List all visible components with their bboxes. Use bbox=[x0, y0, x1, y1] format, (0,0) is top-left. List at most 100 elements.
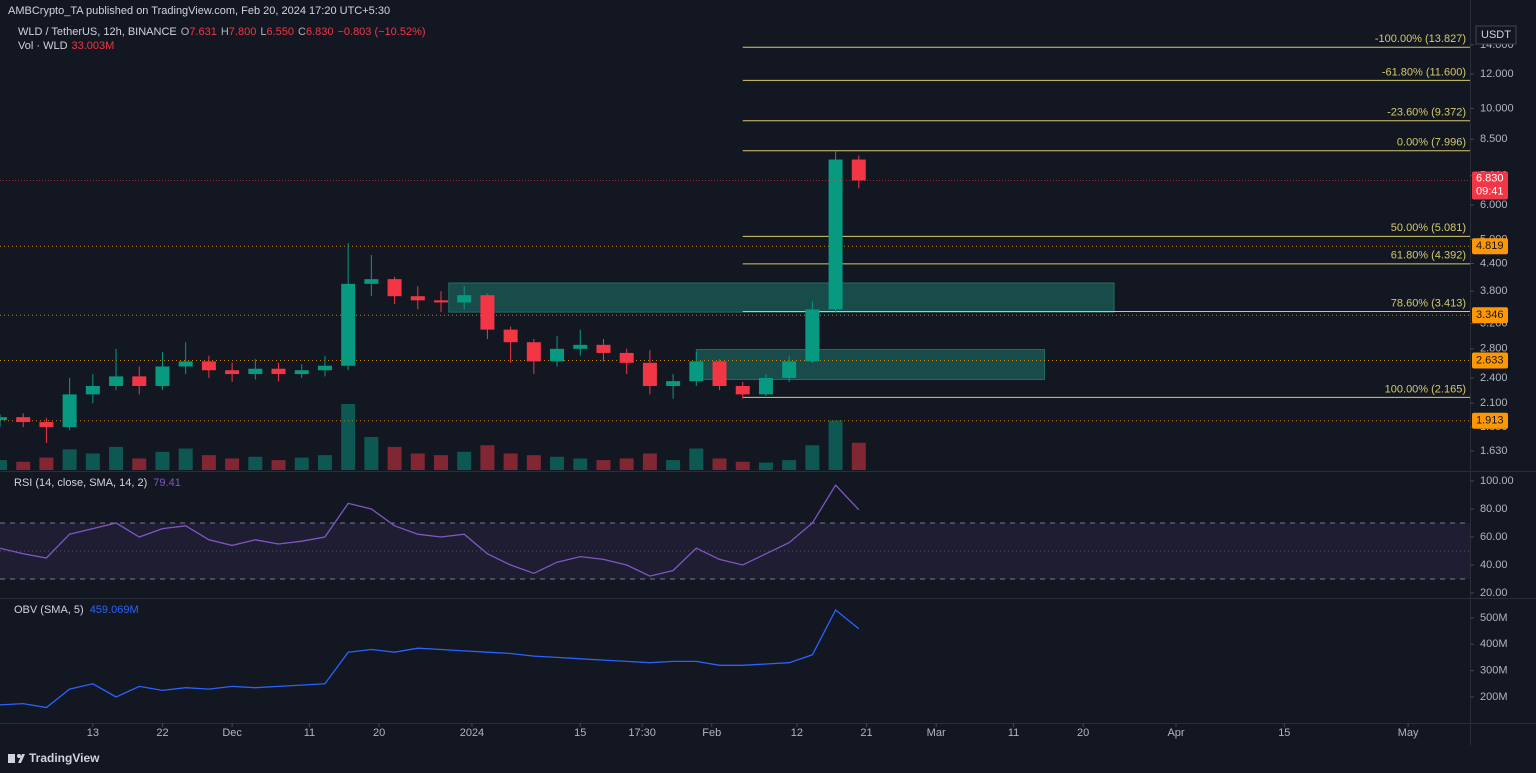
x-tick-label: 20 bbox=[1077, 727, 1089, 739]
candle-body bbox=[805, 309, 820, 362]
x-tick-label: May bbox=[1398, 727, 1419, 739]
y-tick-label: 80.00 bbox=[1480, 503, 1508, 515]
volume-bar bbox=[16, 461, 31, 470]
candle-body bbox=[689, 361, 704, 382]
candle-body bbox=[503, 329, 518, 343]
indicator-value: 459.069M bbox=[90, 604, 139, 616]
y-tick-label: 6.000 bbox=[1480, 199, 1508, 211]
x-tick-label: Mar bbox=[927, 727, 946, 739]
volume-bar bbox=[851, 442, 866, 470]
y-tick-label: 100.00 bbox=[1480, 475, 1514, 487]
y-tick-label: 4.400 bbox=[1480, 257, 1508, 269]
volume-bar bbox=[201, 455, 216, 470]
y-tick-label: 2.800 bbox=[1480, 343, 1508, 355]
volume-bar bbox=[666, 460, 681, 470]
currency-box bbox=[1475, 25, 1517, 45]
y-tick-label: 500M bbox=[1480, 612, 1508, 624]
footer bbox=[0, 745, 1536, 773]
x-tick-label: 17:30 bbox=[628, 727, 656, 739]
currency: USDT bbox=[1481, 29, 1511, 41]
candle-body bbox=[596, 344, 611, 353]
volume-bar bbox=[248, 456, 263, 470]
indicator-legend: OBV (SMA, 5) 459.069M bbox=[14, 604, 139, 616]
volume-bar bbox=[317, 455, 332, 470]
fib-label: 100.00% (2.165) bbox=[1385, 383, 1466, 395]
candle-body bbox=[16, 417, 31, 423]
x-tick-label: 21 bbox=[860, 727, 872, 739]
volume-bar bbox=[596, 460, 611, 470]
x-tick-label: 12 bbox=[791, 727, 803, 739]
volume-bar bbox=[85, 453, 100, 470]
volume-bar bbox=[480, 445, 495, 470]
volume-bar bbox=[550, 456, 565, 470]
logo-part bbox=[17, 754, 21, 758]
x-tick-label: 15 bbox=[1278, 727, 1290, 739]
candle-body bbox=[155, 366, 170, 386]
candle-body bbox=[62, 394, 77, 428]
price-tag bbox=[1472, 307, 1508, 324]
countdown: 09:41 bbox=[1476, 185, 1504, 197]
candle-body bbox=[225, 370, 240, 375]
volume-bar bbox=[758, 462, 773, 470]
indicator-title: OBV (SMA, 5) bbox=[14, 604, 84, 616]
y-tick-label: 8.500 bbox=[1480, 133, 1508, 145]
volume-bar bbox=[410, 453, 425, 470]
legend-value: 6.550 bbox=[266, 26, 294, 38]
volume-value: 33.003M bbox=[72, 40, 115, 52]
legend-key: C bbox=[298, 26, 306, 38]
volume-bar bbox=[387, 446, 402, 470]
volume-bar bbox=[828, 420, 843, 470]
price-tag-label: 3.346 bbox=[1476, 309, 1504, 321]
candle-body bbox=[550, 348, 565, 362]
price-tag-label: 1.913 bbox=[1476, 415, 1504, 427]
price-tag bbox=[1472, 238, 1508, 255]
y-tick-label: 40.00 bbox=[1480, 559, 1508, 571]
y-tick-label: 20.00 bbox=[1480, 587, 1508, 599]
candle-body bbox=[851, 159, 866, 181]
y-tick-label: 60.00 bbox=[1480, 531, 1508, 543]
candle-body bbox=[758, 377, 773, 395]
candle-body bbox=[85, 385, 100, 395]
candle-body bbox=[526, 342, 541, 362]
fib-label: 50.00% (5.081) bbox=[1391, 222, 1466, 234]
candle-body bbox=[364, 279, 379, 284]
volume-bar bbox=[225, 458, 240, 470]
y-tick-label: 1.630 bbox=[1480, 445, 1508, 457]
volume-legend: Vol · WLD 33.003M bbox=[18, 40, 114, 52]
volume-bar bbox=[39, 457, 54, 470]
volume-bar bbox=[782, 460, 797, 470]
zone bbox=[695, 349, 1045, 381]
candle-body bbox=[619, 352, 634, 363]
price-tag bbox=[1472, 352, 1508, 369]
candle-body bbox=[0, 417, 7, 421]
x-tick-label: 15 bbox=[574, 727, 586, 739]
fib-label: -61.80% (11.600) bbox=[1382, 66, 1466, 78]
price-tag bbox=[1472, 412, 1508, 429]
candle-body bbox=[434, 300, 448, 303]
candle-body bbox=[457, 295, 472, 303]
candle-body bbox=[387, 279, 402, 297]
candle-body bbox=[109, 376, 124, 386]
y-tick-label: 200M bbox=[1480, 691, 1508, 703]
legend: WLD / TetherUS, 12h, BINANCE O7.631 H7.800… bbox=[18, 26, 426, 38]
fib-label: -23.60% (9.372) bbox=[1387, 107, 1466, 119]
y-tick-label: 2.100 bbox=[1480, 397, 1508, 409]
logo-part bbox=[18, 754, 25, 763]
last-price-label: 6.830 bbox=[1476, 172, 1504, 184]
volume-bar bbox=[457, 451, 472, 470]
x-tick-label: 11 bbox=[1008, 727, 1019, 739]
volume-bar bbox=[434, 455, 448, 470]
candle-body bbox=[735, 385, 750, 395]
zone bbox=[448, 282, 1115, 313]
candle-body bbox=[39, 422, 54, 428]
volume-bar bbox=[178, 448, 193, 470]
fib-label: 78.60% (3.413) bbox=[1391, 297, 1466, 309]
indicator-legend: RSI (14, close, SMA, 14, 2) 79.41 bbox=[14, 477, 181, 489]
volume-bar bbox=[109, 446, 124, 470]
volume-bar bbox=[155, 451, 170, 470]
legend-value: 6.830 bbox=[306, 26, 334, 38]
volume-bar bbox=[364, 437, 379, 470]
indicator-title: RSI (14, close, SMA, 14, 2) bbox=[14, 477, 147, 489]
